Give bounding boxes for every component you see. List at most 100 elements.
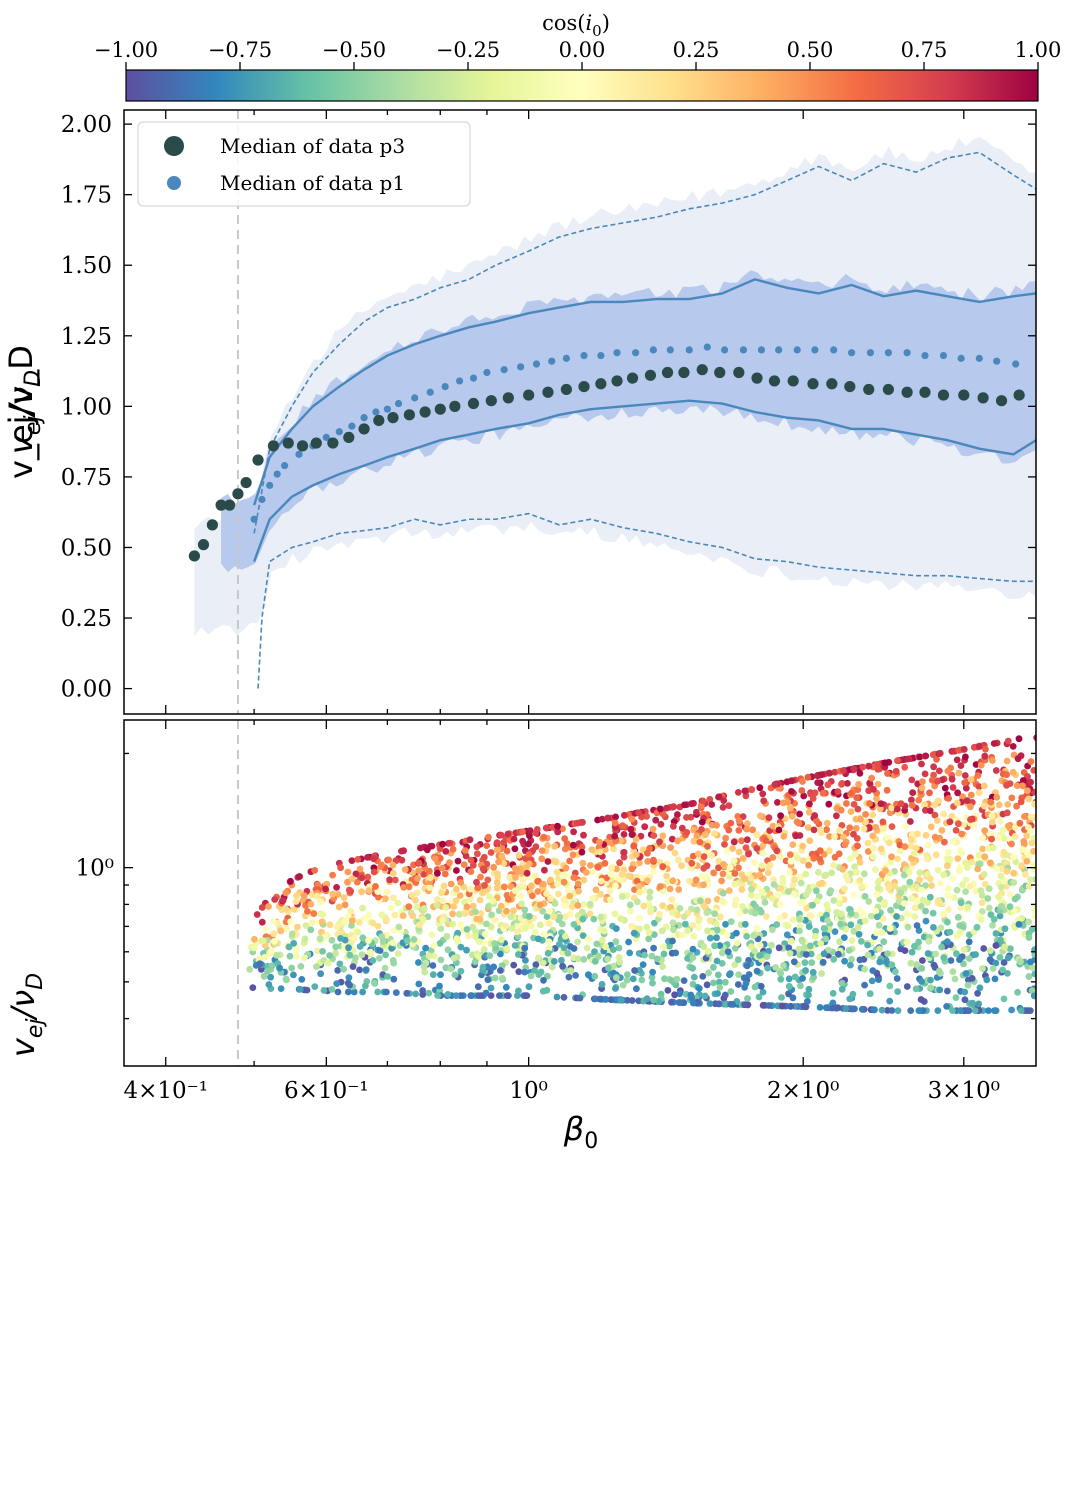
scatter-point bbox=[940, 954, 948, 961]
upper-percentile-line bbox=[253, 151, 1036, 534]
scatter-point bbox=[294, 923, 301, 931]
scatter-point bbox=[288, 964, 296, 972]
scatter-point bbox=[850, 830, 857, 838]
scatter-point bbox=[854, 786, 862, 794]
y-tick-label: 1.50 bbox=[61, 253, 112, 279]
scatter-point bbox=[830, 897, 838, 904]
scatter-point bbox=[625, 872, 632, 880]
p1-point bbox=[830, 346, 838, 354]
scatter-point bbox=[813, 817, 820, 825]
scatter-point bbox=[941, 838, 948, 846]
scatter-point bbox=[546, 920, 553, 927]
scatter-point bbox=[544, 858, 552, 865]
scatter-point bbox=[602, 996, 610, 1003]
scatter-point bbox=[968, 858, 975, 866]
scatter-point bbox=[1031, 970, 1036, 978]
scatter-point bbox=[698, 818, 706, 826]
scatter-point bbox=[977, 916, 985, 923]
scatter-point bbox=[529, 892, 536, 900]
scatter-point bbox=[981, 880, 989, 888]
scatter-point bbox=[304, 908, 311, 915]
scatter-point bbox=[784, 922, 792, 930]
scatter-point bbox=[872, 866, 879, 873]
scatter-point bbox=[847, 921, 855, 929]
scatter-point bbox=[519, 876, 527, 884]
scatter-point bbox=[598, 980, 606, 988]
colorbar-tick-label: 0.25 bbox=[673, 38, 720, 62]
scatter-point bbox=[616, 859, 623, 867]
scatter-point bbox=[340, 894, 348, 901]
scatter-point bbox=[989, 757, 996, 764]
scatter-point bbox=[721, 978, 729, 986]
p1-point bbox=[411, 394, 419, 402]
scatter-point bbox=[886, 924, 894, 932]
scatter-point bbox=[869, 853, 877, 861]
scatter-point bbox=[960, 946, 968, 953]
scatter-point bbox=[481, 930, 489, 938]
scatter-point bbox=[940, 810, 948, 818]
scatter-point bbox=[362, 966, 370, 974]
scatter-point bbox=[743, 933, 751, 940]
scatter-point bbox=[923, 855, 931, 863]
scatter-point bbox=[831, 833, 838, 841]
scatter-point bbox=[866, 990, 874, 998]
scatter-point bbox=[847, 790, 855, 797]
scatter-point bbox=[731, 880, 739, 888]
scatter-point bbox=[443, 932, 451, 940]
scatter-point bbox=[394, 899, 402, 907]
scatter-point bbox=[799, 898, 807, 906]
scatter-point bbox=[838, 780, 845, 788]
scatter-point bbox=[996, 912, 1004, 920]
scatter-point bbox=[413, 889, 421, 897]
legend-marker-p3 bbox=[164, 136, 184, 156]
scatter-point bbox=[659, 902, 667, 909]
scatter-point bbox=[682, 920, 689, 928]
scatter-point bbox=[700, 853, 708, 860]
scatter-point bbox=[908, 894, 916, 902]
scatter-point bbox=[785, 982, 793, 990]
p1-point bbox=[483, 368, 491, 377]
p1-point bbox=[548, 357, 556, 365]
scatter-point bbox=[789, 916, 797, 924]
scatter-point bbox=[725, 887, 733, 894]
scatter-point bbox=[866, 800, 873, 807]
scatter-point bbox=[348, 857, 356, 864]
scatter-point bbox=[541, 866, 548, 874]
scatter-point bbox=[896, 841, 904, 849]
scatter-point bbox=[943, 1003, 950, 1010]
scatter-point bbox=[353, 878, 361, 886]
scatter-point bbox=[505, 895, 512, 903]
scatter-point bbox=[365, 911, 373, 919]
scatter-point bbox=[756, 906, 764, 914]
scatter-point bbox=[646, 844, 653, 852]
scatter-point bbox=[261, 953, 268, 961]
scatter-point bbox=[799, 857, 807, 864]
scatter-point bbox=[957, 904, 964, 912]
scatter-point bbox=[908, 948, 916, 956]
scatter-point bbox=[588, 868, 596, 876]
scatter-point bbox=[666, 885, 674, 893]
scatter-point bbox=[476, 896, 484, 904]
p3-point bbox=[224, 499, 236, 511]
scatter-point bbox=[606, 887, 614, 894]
scatter-point bbox=[636, 889, 643, 896]
scatter-point bbox=[555, 940, 563, 948]
scatter-point bbox=[876, 805, 884, 813]
scatter-point bbox=[370, 868, 378, 876]
scatter-point bbox=[692, 876, 700, 884]
scatter-point bbox=[290, 940, 298, 947]
scatter-point bbox=[945, 906, 952, 913]
scatter-point bbox=[1001, 835, 1008, 842]
scatter-point bbox=[1013, 802, 1020, 810]
scatter-point bbox=[955, 747, 962, 754]
p3-point bbox=[595, 378, 607, 390]
scatter-point bbox=[628, 865, 636, 873]
scatter-point bbox=[599, 936, 606, 944]
scatter-point bbox=[290, 905, 298, 913]
scatter-point bbox=[374, 893, 382, 901]
scatter-point bbox=[582, 869, 590, 876]
p1-point bbox=[649, 346, 657, 354]
scatter-point bbox=[1003, 809, 1011, 817]
scatter-point bbox=[362, 982, 369, 990]
scatter-point bbox=[711, 830, 718, 837]
